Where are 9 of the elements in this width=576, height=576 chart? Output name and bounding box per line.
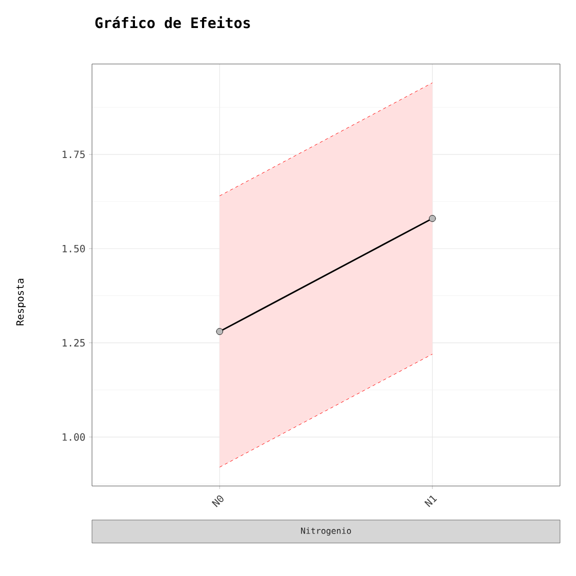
y-tick-label: 1.50 bbox=[62, 244, 85, 252]
chart-title: Gráfico de Efeitos bbox=[95, 16, 250, 28]
y-axis-title: Resposta bbox=[16, 278, 26, 326]
x-tick-label: N1 bbox=[424, 496, 438, 508]
y-tick-label: 1.25 bbox=[62, 339, 85, 347]
y-tick-label: 1.75 bbox=[62, 150, 85, 158]
y-tick-label: 1.00 bbox=[62, 433, 85, 441]
x-tick-label: N0 bbox=[212, 495, 224, 508]
x-axis-title: Nitrogenio bbox=[301, 527, 351, 536]
